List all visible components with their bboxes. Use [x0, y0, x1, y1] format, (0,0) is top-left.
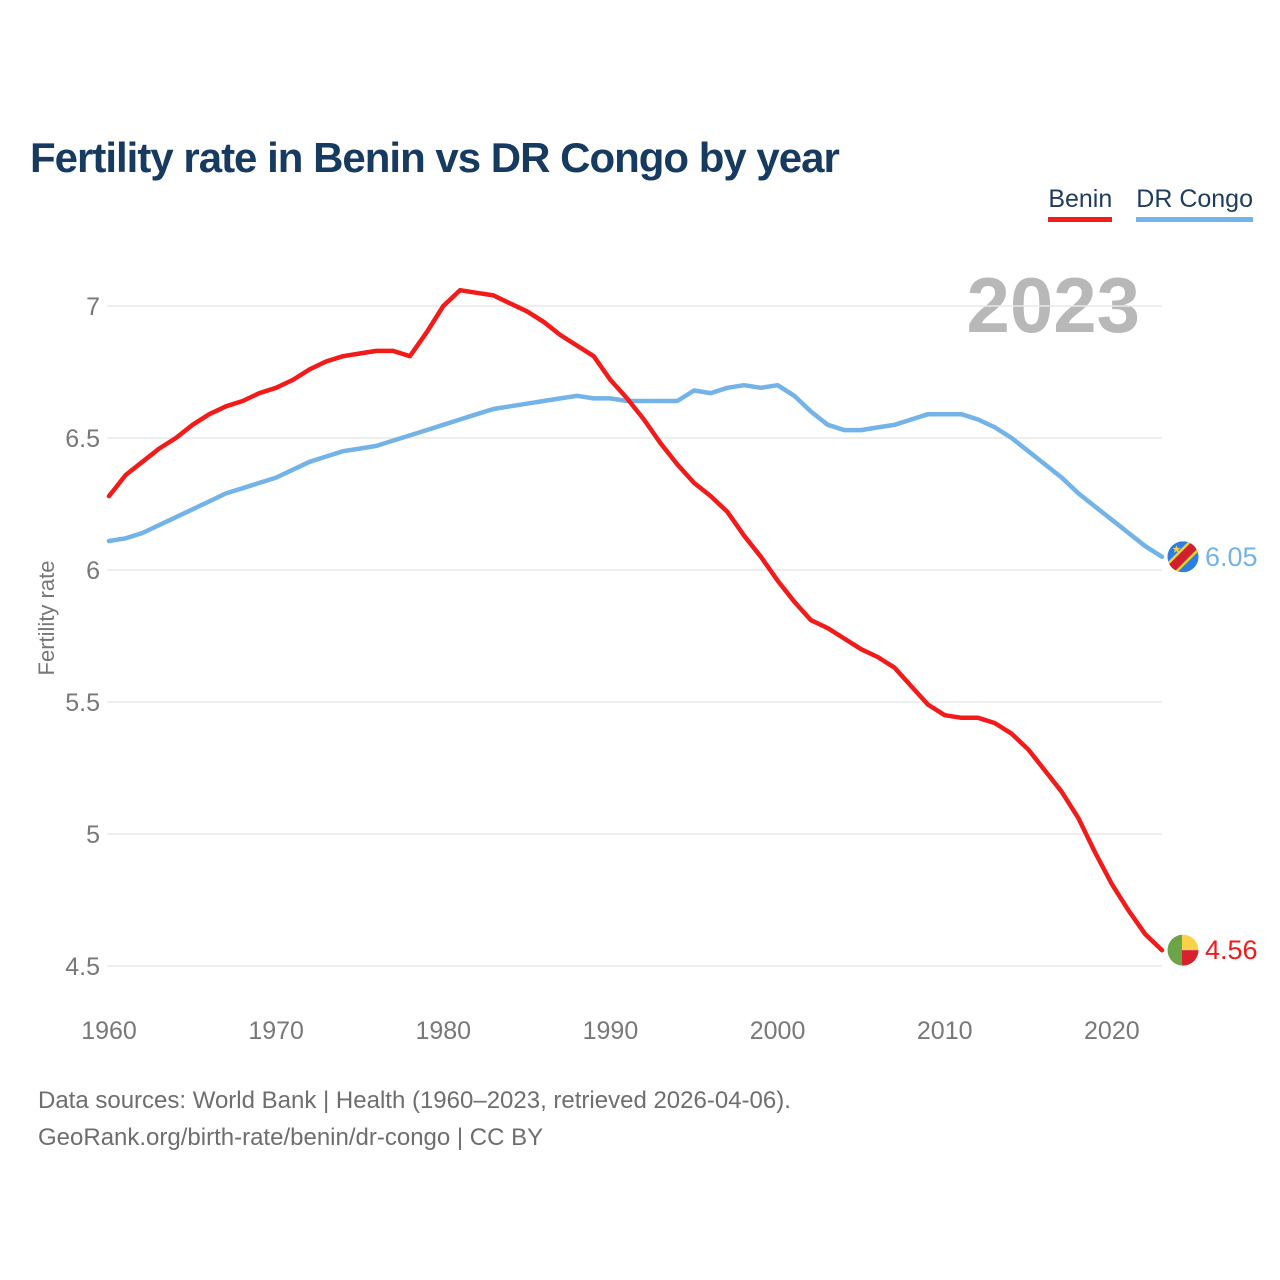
x-tick-labels: 1960 1970 1980 1990 2000 2010 2020 [81, 1017, 1139, 1045]
gridlines [107, 305, 1162, 967]
page-title: Fertility rate in Benin vs DR Congo by y… [30, 134, 840, 182]
dr-congo-line [106, 382, 1165, 560]
x-tick-label: 1970 [248, 1017, 304, 1045]
legend-item-benin[interactable]: Benin [1048, 186, 1113, 222]
y-tick-label: 6.5 [65, 425, 100, 453]
legend-item-dr-congo[interactable]: DR Congo [1136, 186, 1253, 222]
footer: Data sources: World Bank | Health (1960–… [38, 1082, 791, 1156]
y-tick-label: 4.5 [65, 953, 100, 981]
x-tick-label: 1990 [583, 1017, 639, 1045]
year-watermark: 2023 [966, 261, 1140, 349]
y-tick-label: 5 [86, 821, 100, 849]
y-tick-labels: 7 6.5 6 5.5 5 4.5 [65, 293, 100, 981]
footer-attribution: GeoRank.org/birth-rate/benin/dr-congo | … [38, 1124, 544, 1151]
y-tick-label: 7 [86, 293, 100, 321]
x-tick-label: 1960 [81, 1017, 137, 1045]
end-value-benin: 4.56 [1205, 935, 1258, 965]
x-tick-label: 1980 [415, 1017, 471, 1045]
legend: Benin DR Congo [1048, 186, 1253, 222]
end-value-dr-congo: 6.05 [1205, 542, 1258, 572]
benin-line [106, 287, 1165, 953]
y-tick-label: 6 [86, 557, 100, 585]
footer-sources: Data sources: World Bank | Health (1960–… [38, 1087, 791, 1114]
x-tick-label: 2000 [750, 1017, 806, 1045]
dr-congo-flag-icon [1167, 541, 1199, 573]
benin-flag-icon [1167, 934, 1199, 966]
y-tick-label: 5.5 [65, 689, 100, 717]
x-tick-label: 2020 [1084, 1017, 1140, 1045]
x-tick-label: 2010 [917, 1017, 973, 1045]
